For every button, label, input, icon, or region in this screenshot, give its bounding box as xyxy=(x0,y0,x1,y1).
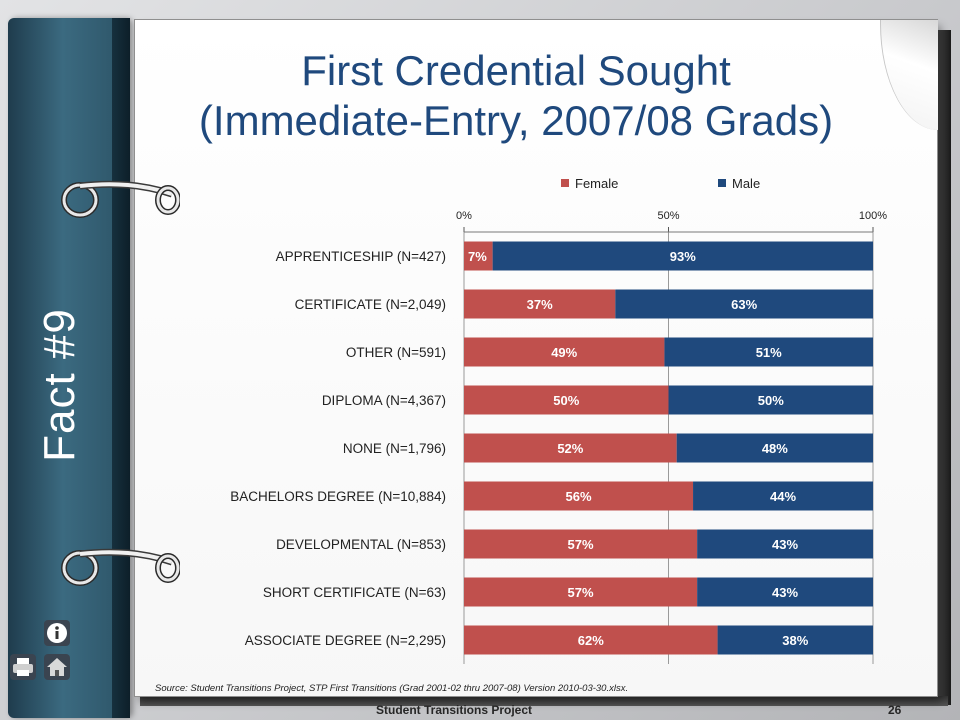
print-icon xyxy=(13,658,33,676)
data-label-female: 37% xyxy=(527,297,553,312)
info-icon xyxy=(47,623,67,643)
category-label: SHORT CERTIFICATE (N=63) xyxy=(263,585,446,600)
category-label: CERTIFICATE (N=2,049) xyxy=(295,297,446,312)
data-label-male: 48% xyxy=(762,441,788,456)
binder-spine xyxy=(8,18,130,718)
category-label: OTHER (N=591) xyxy=(346,345,446,360)
bar-male xyxy=(492,241,873,271)
x-tick-label: 100% xyxy=(859,210,887,222)
data-label-female: 57% xyxy=(568,537,594,552)
category-label: APPRENTICESHIP (N=427) xyxy=(276,249,446,264)
data-label-male: 38% xyxy=(782,633,808,648)
title-line-2: (Immediate-Entry, 2007/08 Grads) xyxy=(198,97,834,144)
bar-male xyxy=(697,529,873,559)
bar-female xyxy=(464,337,665,367)
source-note: Source: Student Transitions Project, STP… xyxy=(155,683,629,694)
home-icon xyxy=(47,658,67,676)
bar-male xyxy=(693,481,873,511)
data-label-male: 51% xyxy=(756,345,782,360)
binder-ring-bottom xyxy=(61,548,180,586)
legend-swatch xyxy=(718,179,726,187)
data-label-female: 52% xyxy=(557,441,583,456)
print-button[interactable] xyxy=(10,654,36,680)
legend-swatch xyxy=(561,179,569,187)
footer-label: Student Transitions Project xyxy=(376,703,533,717)
category-label: NONE (N=1,796) xyxy=(343,441,446,456)
bar-female xyxy=(464,577,698,607)
binder-spine-edge xyxy=(112,18,130,718)
bar-female xyxy=(464,385,669,415)
bar-male xyxy=(615,289,873,319)
data-label-male: 44% xyxy=(770,489,796,504)
data-label-female: 62% xyxy=(578,633,604,648)
x-tick-label: 50% xyxy=(657,210,679,222)
data-label-female: 56% xyxy=(566,489,592,504)
bar-female xyxy=(464,529,698,559)
data-label-male: 50% xyxy=(758,393,784,408)
data-label-female: 7% xyxy=(468,249,487,264)
data-label-male: 43% xyxy=(772,537,798,552)
home-button[interactable] xyxy=(44,654,70,680)
x-tick-label: 0% xyxy=(456,210,472,222)
page-stack-bottom xyxy=(140,696,948,706)
page-stack-side xyxy=(937,30,951,705)
legend-label: Female xyxy=(575,176,618,191)
category-label: DEVELOPMENTAL (N=853) xyxy=(276,537,446,552)
data-label-male: 63% xyxy=(731,297,757,312)
bar-male xyxy=(717,625,873,655)
page-number: 26 xyxy=(888,703,902,717)
data-label-male: 43% xyxy=(772,585,798,600)
data-label-female: 50% xyxy=(553,393,579,408)
data-label-male: 93% xyxy=(670,249,696,264)
data-label-female: 49% xyxy=(551,345,577,360)
bar-male xyxy=(664,337,873,367)
bar-female xyxy=(464,289,616,319)
page-title: First Credential Sought (Immediate-Entry… xyxy=(140,46,892,146)
bar-female xyxy=(464,481,694,511)
bar-male xyxy=(697,577,873,607)
bar-female xyxy=(464,433,677,463)
category-label: ASSOCIATE DEGREE (N=2,295) xyxy=(245,633,446,648)
title-line-1: First Credential Sought xyxy=(301,47,731,94)
bar-male xyxy=(668,385,873,415)
data-label-female: 57% xyxy=(568,585,594,600)
category-label: DIPLOMA (N=4,367) xyxy=(322,393,446,408)
binder-ring-top xyxy=(61,180,180,218)
legend-label: Male xyxy=(732,176,760,191)
category-label: BACHELORS DEGREE (N=10,884) xyxy=(230,489,446,504)
info-button[interactable] xyxy=(44,620,70,646)
bar-female xyxy=(464,241,493,271)
bar-female xyxy=(464,625,718,655)
bar-male xyxy=(676,433,873,463)
